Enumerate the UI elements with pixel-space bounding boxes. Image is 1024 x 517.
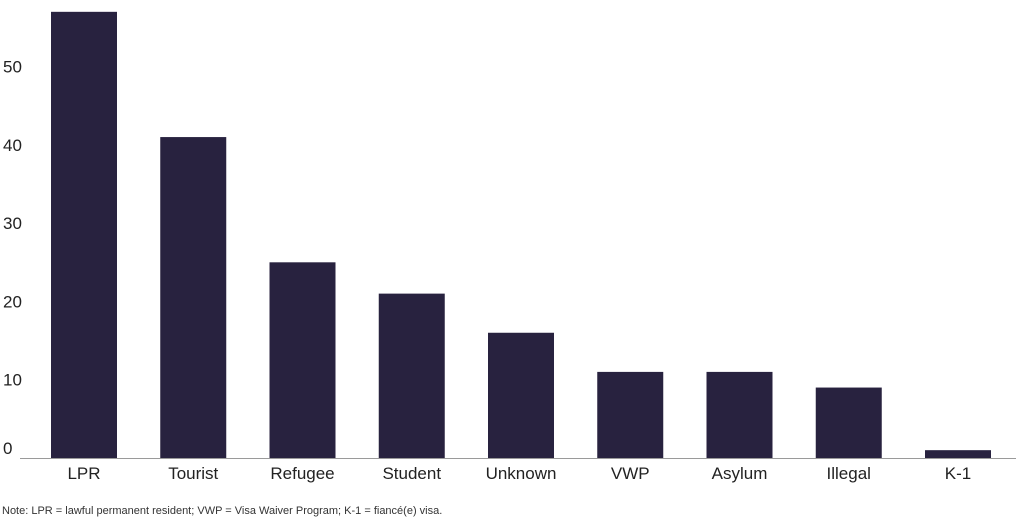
y-axis-ticks: 0 10 20 30 40 50 xyxy=(3,58,22,458)
x-tick-label: Asylum xyxy=(712,464,768,483)
y-tick-label: 20 xyxy=(3,292,22,311)
bar-student xyxy=(378,293,445,458)
x-tick-label: K-1 xyxy=(945,464,971,483)
x-tick-label: Illegal xyxy=(827,464,871,483)
bar-lpr xyxy=(51,11,117,459)
bars-group xyxy=(51,11,991,459)
bar-k-1 xyxy=(925,450,991,458)
x-tick-label: Tourist xyxy=(168,464,218,483)
bar-vwp xyxy=(597,371,664,458)
y-tick-label: 30 xyxy=(3,214,22,233)
chart-note: Note: LPR = lawful permanent resident; V… xyxy=(2,505,443,517)
bar-tourist xyxy=(160,137,227,458)
x-tick-label: LPR xyxy=(67,464,100,483)
y-tick-label: 0 xyxy=(3,439,12,458)
y-tick-label: 10 xyxy=(3,371,22,390)
x-tick-label: Refugee xyxy=(270,464,334,483)
y-tick-label: 40 xyxy=(3,136,22,155)
x-axis-labels: LPR Tourist Refugee Student Unknown VWP Asylum… xyxy=(67,464,971,483)
x-tick-label: Student xyxy=(382,464,441,483)
x-tick-label: VWP xyxy=(611,464,650,483)
x-tick-label: Unknown xyxy=(486,464,557,483)
bar-unknown xyxy=(488,332,554,458)
bar-asylum xyxy=(706,371,773,458)
bar-illegal xyxy=(815,387,882,458)
bar-refugee xyxy=(269,262,336,458)
y-tick-label: 50 xyxy=(3,58,22,77)
